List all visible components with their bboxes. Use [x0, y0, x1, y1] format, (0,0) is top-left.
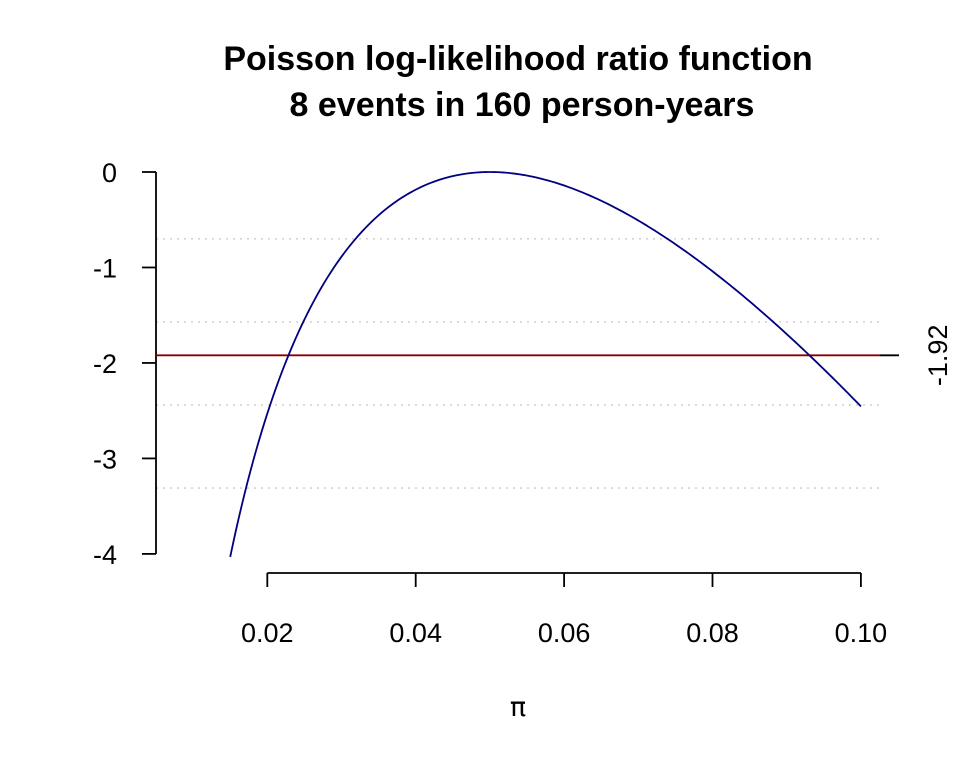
axes: 0 -1 -2 -3 -4 0.02 0.04 0.06 0.08 0.10 [93, 158, 887, 648]
x-tick-label: 0.04 [389, 618, 442, 648]
x-tick-label: 0.02 [241, 618, 294, 648]
x-tick-label: 0.08 [686, 618, 739, 648]
x-tick-label: 0.06 [538, 618, 591, 648]
chart-subtitle: 8 events in 160 person-years [290, 86, 755, 124]
y-tick-label: -3 [93, 444, 117, 474]
gridlines [156, 238, 882, 489]
x-axis-label: π [510, 692, 526, 723]
y-tick-label: -2 [93, 349, 117, 379]
y-tick-label: 0 [102, 158, 117, 188]
cutoff-label: -1.92 [923, 325, 953, 387]
cutoff-line-group: -1.92 [156, 325, 953, 387]
x-tick-label: 0.10 [835, 618, 888, 648]
series-curve [229, 171, 862, 558]
llr-curve [229, 171, 862, 558]
y-tick-label: -4 [93, 540, 117, 570]
y-tick-label: -1 [93, 253, 117, 283]
chart-title: Poisson log-likelihood ratio function [223, 40, 812, 78]
